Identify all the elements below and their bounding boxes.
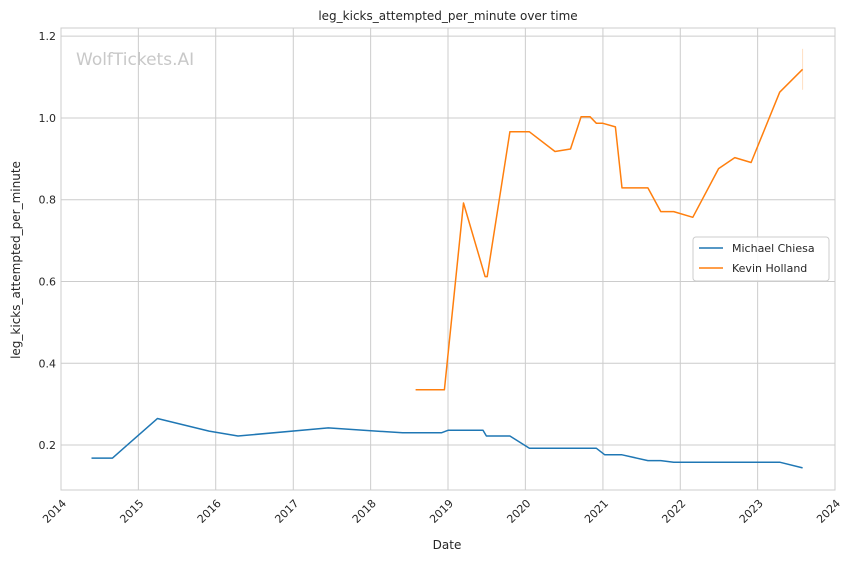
series-line-michael-chiesa — [91, 417, 803, 469]
y-tick-label: 1.2 — [39, 30, 57, 43]
x-axis-title: Date — [433, 538, 462, 552]
y-tick-label: 1.0 — [39, 112, 57, 125]
y-tick-label: 0.8 — [39, 194, 57, 207]
chart-title: leg_kicks_attempted_per_minute over time — [318, 9, 577, 23]
y-tick-label: 0.4 — [39, 357, 57, 370]
legend-label-kevin-holland: Kevin Holland — [732, 262, 807, 275]
legend-box — [692, 236, 830, 282]
y-axis-title: leg_kicks_attempted_per_minute — [9, 161, 23, 359]
y-tick-label: 0.6 — [39, 275, 57, 288]
y-tick-label: 0.2 — [39, 439, 57, 452]
watermark: WolfTickets.AI — [76, 50, 194, 70]
legend-label-michael-chiesa: Michael Chiesa — [732, 242, 815, 255]
plot-area — [60, 27, 836, 491]
series-line-kevin-holland — [415, 68, 804, 391]
legend: Michael Chiesa Kevin Holland — [692, 236, 830, 282]
